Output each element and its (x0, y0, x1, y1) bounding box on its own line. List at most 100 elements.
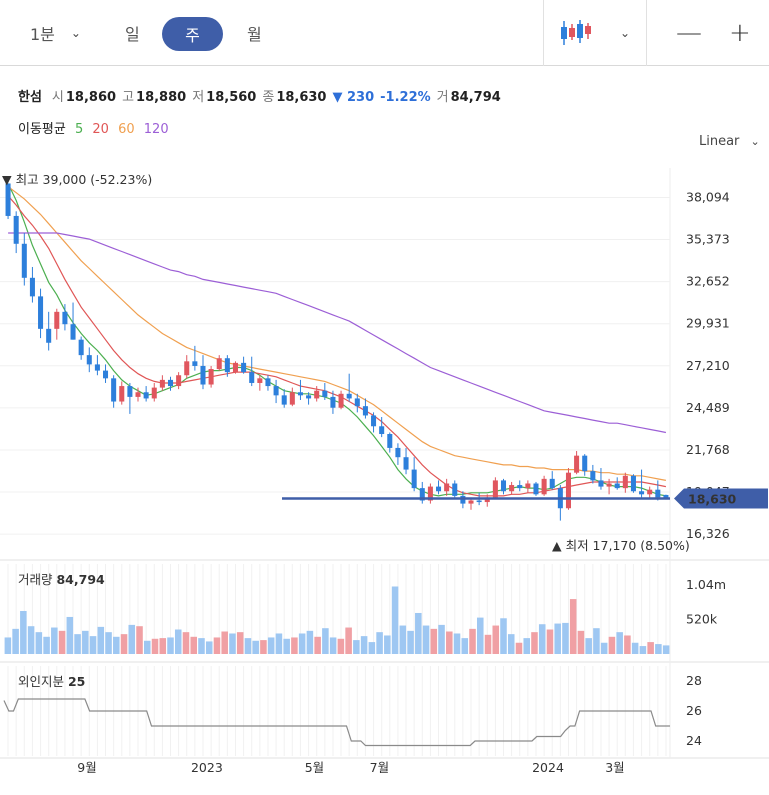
volume-panel-label: 거래량 84,794 (18, 572, 105, 587)
ma-legend-20[interactable]: 20 (92, 122, 109, 137)
volume-bar (438, 624, 445, 654)
zoom-in-button[interactable]: + (729, 18, 751, 48)
volume-bar (593, 628, 600, 654)
candle-body (78, 339, 84, 356)
volume-bar (554, 623, 561, 654)
volume-bar (74, 634, 81, 654)
volume-bar (51, 627, 58, 654)
volume-bar (476, 617, 484, 654)
candle-body (549, 478, 555, 489)
price-tick-label: 38,094 (686, 189, 730, 204)
chart-type-dropdown[interactable]: ⌄ (560, 0, 630, 66)
chevron-down-icon: ⌄ (70, 26, 81, 40)
volume-bar (306, 630, 314, 654)
candle-body (176, 375, 182, 387)
candle-body (70, 324, 76, 340)
change-percent: -1.22% (380, 90, 431, 105)
volume-bar (97, 626, 105, 654)
x-axis-label: 3월 (605, 760, 624, 775)
zoom-out-button[interactable]: — (676, 18, 702, 48)
candle-body (590, 471, 596, 481)
candlestick-icon (561, 20, 591, 45)
candle-body (208, 369, 214, 385)
candle-body (314, 390, 320, 399)
volume-bar (353, 640, 360, 654)
chevron-down-icon: ⌄ (620, 26, 631, 40)
candle-body (647, 489, 653, 495)
candle-body (265, 378, 271, 387)
volume-bar (174, 629, 182, 654)
ma-line-ma5 (7, 183, 667, 497)
volume-bar (20, 610, 27, 654)
low-value: 18,560 (206, 90, 257, 105)
scale-dropdown[interactable]: Linear ⌄ (699, 134, 760, 149)
volume-bar (616, 632, 623, 654)
volume-bar (662, 645, 670, 654)
volume-bar (182, 632, 190, 654)
interval-1min-dropdown[interactable]: 1분 ⌄ (30, 0, 81, 66)
volume-bar (159, 638, 167, 654)
volume-value: 84,794 (450, 90, 501, 105)
candle-body (46, 328, 52, 343)
candle-body (289, 392, 295, 405)
candle-body (21, 243, 27, 278)
chart-toolbar: 1분 ⌄ 일 주 월 ⌄ — + (0, 0, 769, 66)
interval-month-tab[interactable]: 월 (247, 25, 262, 44)
volume-bar (430, 628, 438, 654)
volume-tick-label: 520k (686, 612, 718, 627)
candle-body (354, 398, 360, 407)
interval-1min-label: 1분 (30, 25, 55, 44)
candle-body (94, 364, 100, 371)
volume-bar (577, 630, 585, 654)
volume-bar (407, 630, 414, 654)
candle-body (655, 489, 661, 498)
candle-body (362, 406, 368, 416)
high-label: 고 (122, 90, 135, 105)
volume-bar (105, 632, 112, 654)
volume-bars (4, 586, 670, 654)
volume-bar (507, 634, 515, 654)
candle-body (54, 311, 60, 329)
volume-bar (329, 637, 337, 654)
current-price-tag (674, 488, 768, 509)
x-axis-label: 7월 (370, 760, 389, 775)
x-axis-label: 2023 (191, 760, 223, 775)
x-axis-label: 9월 (77, 760, 96, 775)
candle-body (630, 475, 636, 492)
interval-week-tab[interactable]: 주 (162, 17, 223, 51)
candle-body (403, 457, 409, 470)
candle-body (395, 447, 401, 458)
candle-body (574, 455, 580, 473)
foreign-ownership-line (3, 698, 670, 747)
candle-body (436, 486, 442, 492)
candle-body (338, 393, 344, 408)
volume-bar (190, 636, 198, 654)
price-tick-label: 35,373 (686, 232, 730, 247)
interval-day-tab[interactable]: 일 (125, 25, 140, 44)
volume-bar (345, 627, 352, 654)
candle-body (111, 378, 117, 402)
volume-bar (484, 634, 492, 654)
volume-label: 거 (436, 90, 449, 105)
volume-bar (360, 636, 368, 654)
candle-body (452, 483, 458, 496)
candle-body (509, 485, 515, 492)
candle-body (427, 486, 433, 501)
foreign-panel-value: 25 (68, 674, 85, 689)
candle-body (273, 386, 279, 396)
volume-bar (89, 636, 97, 654)
candle-body (492, 480, 498, 498)
volume-bar (585, 638, 592, 654)
candle-body (281, 395, 287, 405)
x-axis-label: 2024 (532, 760, 564, 775)
candle-body (119, 386, 125, 402)
candle-body (216, 358, 222, 370)
volume-bar (600, 642, 608, 654)
volume-bar (151, 638, 159, 654)
ma-legend-5[interactable]: 5 (74, 122, 84, 137)
candle-body (306, 395, 312, 399)
ma-legend-120[interactable]: 120 (143, 122, 169, 137)
candle-body (249, 372, 255, 383)
ma-legend-60[interactable]: 60 (118, 122, 135, 137)
